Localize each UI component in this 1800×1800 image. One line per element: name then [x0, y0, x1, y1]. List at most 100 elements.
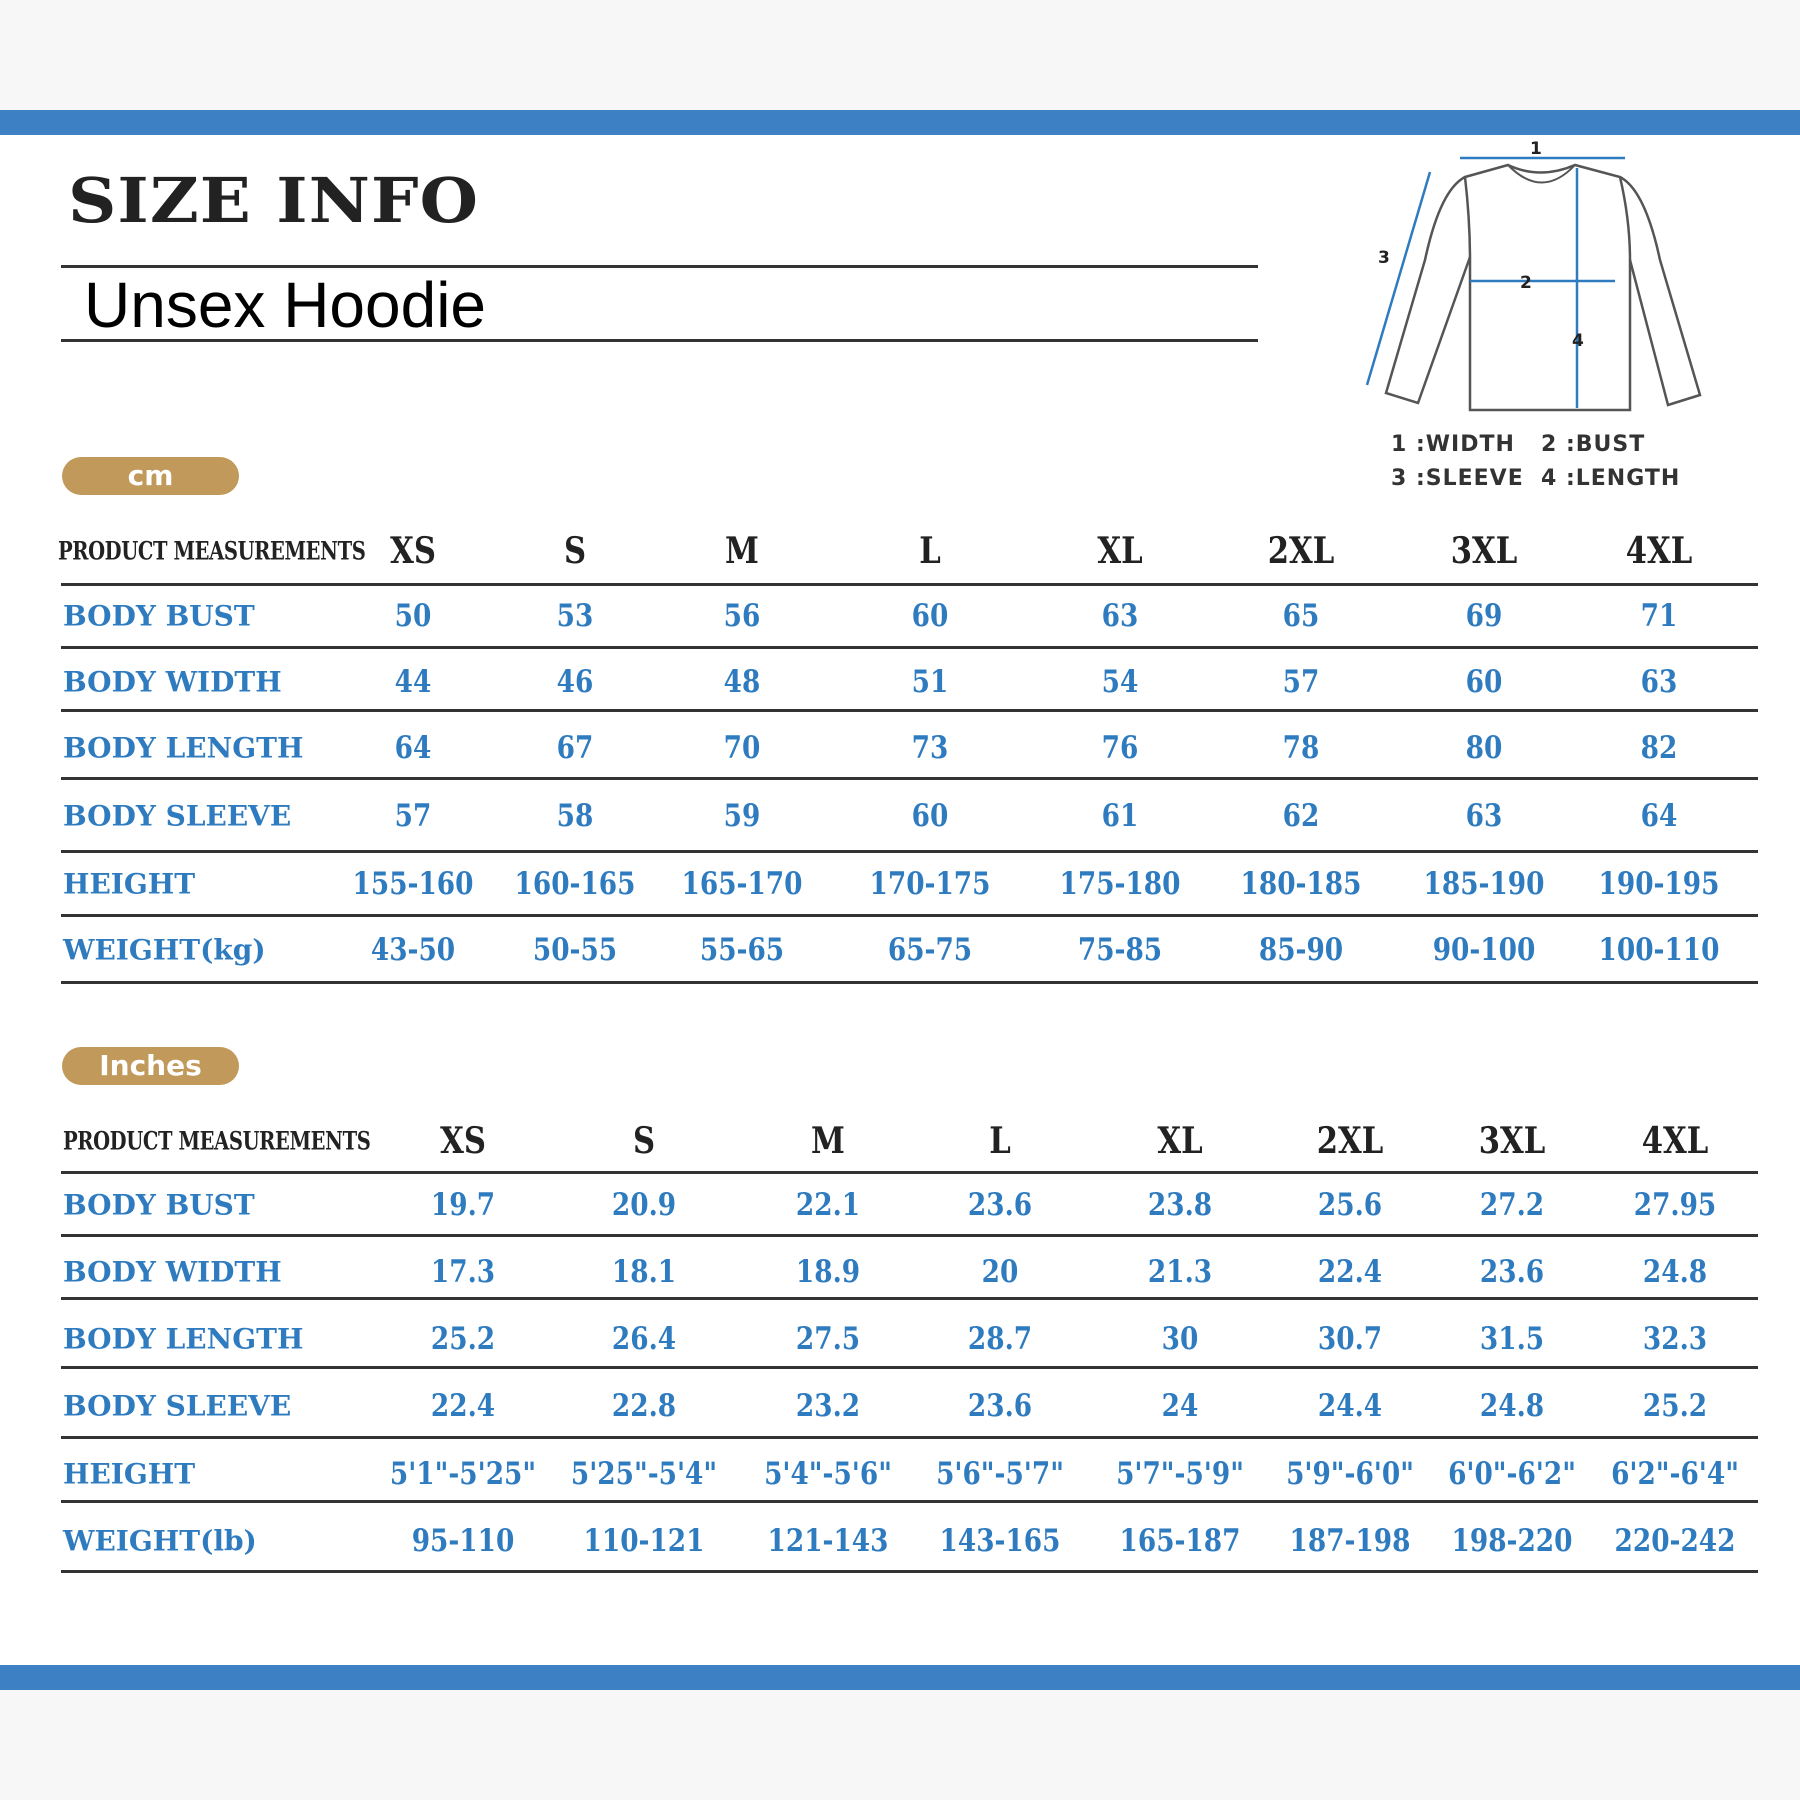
size-header-3xl: 3XL	[1478, 1120, 1546, 1162]
table-cell: 23.6	[1479, 1254, 1545, 1290]
table-cell: 46	[556, 664, 594, 700]
table-cell: 57	[394, 798, 432, 834]
table-cell: 185-190	[1423, 866, 1545, 902]
header-label: PRODUCT MEASUREMENTS	[63, 1126, 371, 1156]
table-cell: 23.6	[967, 1187, 1033, 1223]
legend-bust: 2 :BUST	[1541, 432, 1646, 457]
table-cell: 75-85	[1077, 932, 1163, 968]
table-cell: 76	[1101, 730, 1139, 766]
row-label: WEIGHT(kg)	[63, 933, 266, 967]
table-cell: 60	[1465, 664, 1503, 700]
divider	[61, 339, 1258, 342]
size-header-xs: XS	[440, 1120, 486, 1162]
divider	[61, 265, 1258, 268]
header-label: PRODUCT MEASUREMENTS	[58, 536, 366, 566]
table-cell: 22.8	[611, 1388, 677, 1424]
table-cell: 80	[1465, 730, 1503, 766]
table-cell: 220-242	[1614, 1523, 1736, 1559]
size-header-xl: XL	[1157, 1120, 1203, 1162]
row-label: HEIGHT	[63, 1457, 196, 1491]
table-cell: 5'1"-5'25"	[389, 1456, 537, 1492]
table-cell: 165-170	[681, 866, 803, 902]
row-divider	[61, 583, 1758, 586]
diagram-mark-2: 2	[1520, 273, 1532, 293]
table-cell: 32.3	[1642, 1321, 1708, 1357]
table-cell: 110-121	[583, 1523, 705, 1559]
size-header-3xl: 3XL	[1450, 530, 1518, 572]
table-cell: 44	[394, 664, 432, 700]
table-cell: 25.2	[1642, 1388, 1708, 1424]
row-divider	[61, 777, 1758, 780]
table-cell: 19.7	[430, 1187, 496, 1223]
table-cell: 24.8	[1479, 1388, 1545, 1424]
table-cell: 23.6	[967, 1388, 1033, 1424]
table-cell: 85-90	[1258, 932, 1344, 968]
table-cell: 6'2"-6'4"	[1611, 1456, 1739, 1492]
table-cell: 30.7	[1317, 1321, 1383, 1357]
diagram-mark-4: 4	[1572, 331, 1584, 351]
diagram-mark-3: 3	[1378, 248, 1390, 268]
table-cell: 53	[556, 598, 594, 634]
size-header-l: L	[989, 1120, 1011, 1162]
table-cell: 190-195	[1598, 866, 1720, 902]
table-cell: 23.8	[1147, 1187, 1213, 1223]
size-chart-sheet	[0, 135, 1800, 1665]
table-cell: 155-160	[352, 866, 474, 902]
table-cell: 180-185	[1240, 866, 1362, 902]
table-cell: 121-143	[767, 1523, 889, 1559]
table-cell: 175-180	[1059, 866, 1181, 902]
table-cell: 27.5	[795, 1321, 861, 1357]
table-cell: 22.4	[430, 1388, 496, 1424]
table-cell: 100-110	[1598, 932, 1720, 968]
row-label: BODY SLEEVE	[63, 799, 292, 833]
row-label: BODY SLEEVE	[63, 1389, 292, 1423]
table-cell: 60	[911, 798, 949, 834]
table-cell: 65	[1282, 598, 1320, 634]
row-label: BODY LENGTH	[63, 731, 304, 765]
row-divider	[61, 1234, 1758, 1237]
table-cell: 21.3	[1147, 1254, 1213, 1290]
size-header-s: S	[632, 1120, 656, 1162]
table-cell: 51	[911, 664, 949, 700]
size-header-m: M	[725, 530, 759, 572]
table-cell: 63	[1101, 598, 1139, 634]
row-divider	[61, 850, 1758, 853]
table-cell: 17.3	[430, 1254, 496, 1290]
table-cell: 160-165	[514, 866, 636, 902]
table-cell: 50-55	[532, 932, 618, 968]
table-cell: 198-220	[1451, 1523, 1573, 1559]
table-cell: 54	[1101, 664, 1139, 700]
row-label: HEIGHT	[63, 867, 196, 901]
table-cell: 64	[394, 730, 432, 766]
size-header-l: L	[919, 530, 941, 572]
row-divider	[61, 709, 1758, 712]
table-cell: 6'0"-6'2"	[1448, 1456, 1576, 1492]
row-divider	[61, 1297, 1758, 1300]
table-cell: 55-65	[699, 932, 785, 968]
table-cell: 60	[911, 598, 949, 634]
table-cell: 63	[1640, 664, 1678, 700]
legend-sleeve: 3 :SLEEVE	[1391, 466, 1524, 491]
table-cell: 187-198	[1289, 1523, 1411, 1559]
table-cell: 73	[911, 730, 949, 766]
table-cell: 143-165	[939, 1523, 1061, 1559]
unit-badge-inches: Inches	[62, 1047, 239, 1085]
legend-length: 4 :LENGTH	[1541, 466, 1681, 491]
table-cell: 5'4"-5'6"	[764, 1456, 892, 1492]
table-cell: 165-187	[1119, 1523, 1241, 1559]
table-cell: 63	[1465, 798, 1503, 834]
table-cell: 62	[1282, 798, 1320, 834]
size-header-s: S	[563, 530, 587, 572]
legend-width: 1 :WIDTH	[1391, 432, 1515, 457]
table-cell: 71	[1640, 598, 1678, 634]
table-cell: 25.6	[1317, 1187, 1383, 1223]
row-divider	[61, 1570, 1758, 1573]
table-cell: 5'25"-5'4"	[570, 1456, 718, 1492]
table-cell: 23.2	[795, 1388, 861, 1424]
table-cell: 24.4	[1317, 1388, 1383, 1424]
table-cell: 22.1	[795, 1187, 861, 1223]
table-cell: 69	[1465, 598, 1503, 634]
table-cell: 20	[981, 1254, 1019, 1290]
table-cell: 30	[1161, 1321, 1199, 1357]
row-divider	[61, 1436, 1758, 1439]
